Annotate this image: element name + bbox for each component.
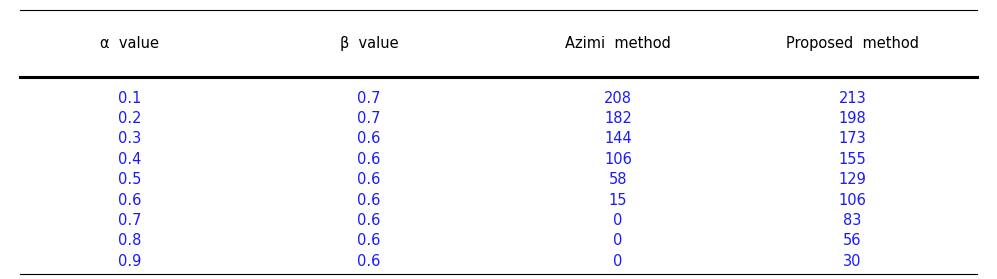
Text: β  value: β value [340,36,398,51]
Text: 0.6: 0.6 [357,213,381,228]
Text: 0: 0 [613,233,623,248]
Text: 30: 30 [843,254,861,269]
Text: α  value: α value [100,36,160,51]
Text: 0.4: 0.4 [118,152,142,167]
Text: 0.6: 0.6 [357,233,381,248]
Text: 0.7: 0.7 [118,213,142,228]
Text: 198: 198 [838,111,866,126]
Text: 0.7: 0.7 [357,111,381,126]
Text: 182: 182 [604,111,632,126]
Text: 0.6: 0.6 [118,193,142,208]
Text: Azimi  method: Azimi method [565,36,671,51]
Text: 0.7: 0.7 [357,91,381,106]
Text: 0.6: 0.6 [357,254,381,269]
Text: 0.6: 0.6 [357,172,381,187]
Text: 129: 129 [838,172,866,187]
Text: 83: 83 [843,213,861,228]
Text: 0.6: 0.6 [357,152,381,167]
Text: 0.9: 0.9 [118,254,142,269]
Text: 0: 0 [613,213,623,228]
Text: Proposed  method: Proposed method [786,36,919,51]
Text: 0.1: 0.1 [118,91,142,106]
Text: 144: 144 [604,131,632,146]
Text: 173: 173 [838,131,866,146]
Text: 0.2: 0.2 [118,111,142,126]
Text: 0.5: 0.5 [118,172,142,187]
Text: 58: 58 [609,172,627,187]
Text: 0.6: 0.6 [357,131,381,146]
Text: 56: 56 [843,233,861,248]
Text: 0.3: 0.3 [118,131,142,146]
Text: 213: 213 [838,91,866,106]
Text: 208: 208 [604,91,632,106]
Text: 106: 106 [604,152,632,167]
Text: 0.8: 0.8 [118,233,142,248]
Text: 0: 0 [613,254,623,269]
Text: 106: 106 [838,193,866,208]
Text: 15: 15 [609,193,627,208]
Text: 0.6: 0.6 [357,193,381,208]
Text: 155: 155 [838,152,866,167]
